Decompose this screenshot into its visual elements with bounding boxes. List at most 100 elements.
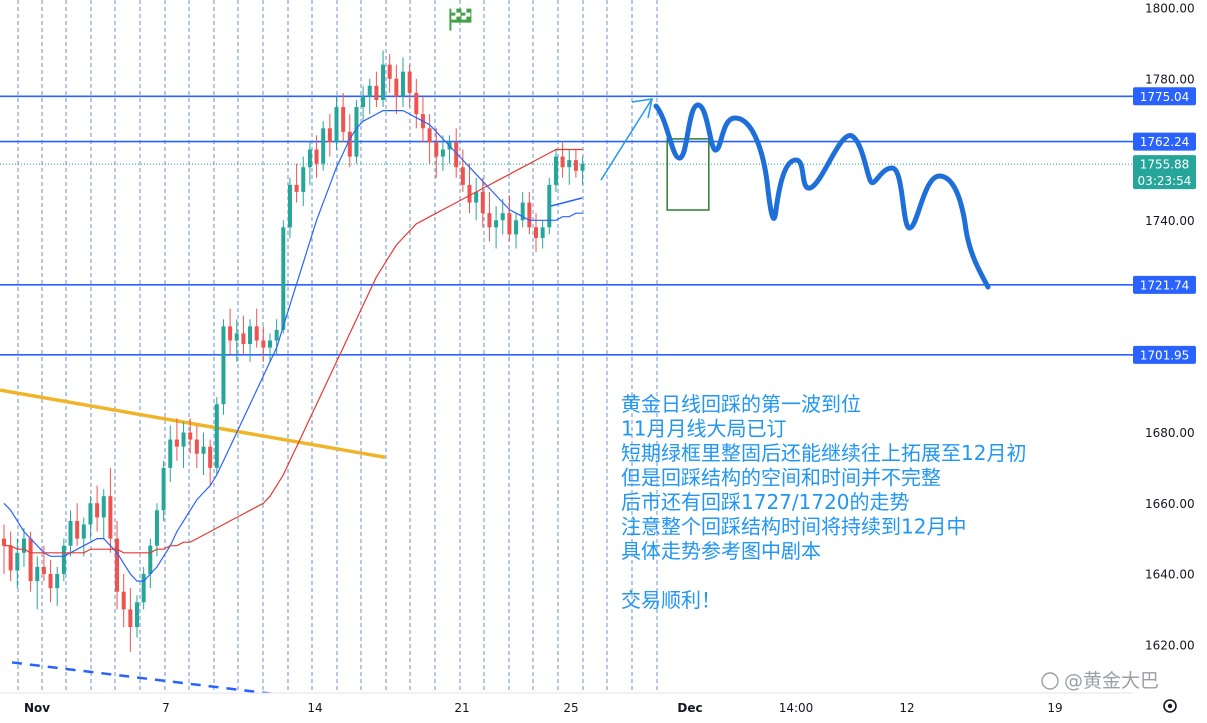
candle[interactable]: [221, 319, 226, 415]
candle[interactable]: [573, 149, 578, 178]
candle[interactable]: [347, 114, 352, 168]
candle[interactable]: [61, 538, 66, 582]
candle[interactable]: [387, 53, 392, 93]
candle[interactable]: [547, 177, 552, 235]
candle[interactable]: [21, 528, 26, 567]
candle[interactable]: [261, 326, 266, 362]
candle[interactable]: [527, 191, 532, 235]
candle[interactable]: [228, 308, 233, 355]
time-ticks: Nov 7 14 21 25 Dec 14:00 12 19: [24, 701, 1063, 715]
price-axis[interactable]: 1800.00 1780.00 1740.00 1680.00 1660.00 1640.…: [1133, 0, 1207, 723]
time-tick-label: 14:00: [779, 701, 814, 715]
projection-arrow[interactable]: [600, 98, 653, 181]
candle[interactable]: [334, 96, 339, 150]
candle[interactable]: [567, 149, 572, 185]
candle[interactable]: [15, 538, 20, 589]
candle[interactable]: [374, 71, 379, 108]
candle[interactable]: [354, 99, 359, 164]
settings-icon[interactable]: [1163, 699, 1177, 713]
candle[interactable]: [174, 418, 179, 461]
candle[interactable]: [381, 50, 386, 108]
candle[interactable]: [188, 418, 193, 454]
candle[interactable]: [55, 566, 60, 606]
candle[interactable]: [294, 163, 299, 203]
candle[interactable]: [81, 517, 86, 557]
candle[interactable]: [35, 556, 40, 610]
candle[interactable]: [341, 92, 346, 143]
candle[interactable]: [553, 149, 558, 192]
candle[interactable]: [507, 195, 512, 242]
candle[interactable]: [474, 177, 479, 221]
candle[interactable]: [301, 156, 306, 207]
time-axis[interactable]: Nov 7 14 21 25 Dec 14:00 12 19: [0, 692, 1133, 723]
candle[interactable]: [307, 142, 312, 185]
candle[interactable]: [500, 199, 505, 235]
candle[interactable]: [414, 78, 419, 129]
level-tag: [1133, 87, 1196, 106]
candle[interactable]: [141, 566, 146, 610]
candle[interactable]: [514, 213, 519, 249]
candle[interactable]: [540, 220, 545, 249]
candle[interactable]: [427, 114, 432, 164]
candle[interactable]: [135, 595, 139, 638]
candle[interactable]: [121, 574, 126, 628]
candle[interactable]: [208, 439, 213, 486]
candle[interactable]: [487, 191, 492, 242]
candle[interactable]: [361, 85, 366, 122]
level-tag-label: 1721.74: [1140, 278, 1190, 292]
candle[interactable]: [234, 319, 239, 362]
candle[interactable]: [367, 78, 372, 115]
candle[interactable]: [148, 538, 153, 589]
candle[interactable]: [580, 156, 585, 185]
candle[interactable]: [214, 397, 219, 475]
candle[interactable]: [321, 121, 326, 171]
analysis-note-line: 具体走势参考图中剧本: [621, 539, 821, 563]
candle[interactable]: [95, 485, 100, 532]
candle[interactable]: [168, 425, 173, 483]
candle[interactable]: [327, 114, 332, 157]
candle[interactable]: [201, 432, 206, 475]
candle[interactable]: [128, 588, 133, 652]
candle[interactable]: [254, 308, 259, 348]
countdown-label: 03:23:54: [1138, 174, 1192, 188]
candle[interactable]: [394, 64, 399, 115]
candle[interactable]: [248, 319, 253, 362]
candle[interactable]: [154, 503, 159, 557]
candle[interactable]: [161, 460, 166, 521]
candle[interactable]: [28, 531, 33, 592]
candle[interactable]: [41, 545, 46, 582]
candle[interactable]: [181, 421, 186, 468]
candle[interactable]: [115, 520, 120, 610]
candle[interactable]: [287, 177, 292, 238]
candle[interactable]: [434, 128, 439, 178]
candle[interactable]: [281, 220, 286, 334]
candle[interactable]: [194, 425, 199, 468]
candle[interactable]: [108, 467, 113, 553]
resistance-trendline[interactable]: [0, 388, 386, 459]
candle[interactable]: [68, 510, 73, 557]
candle[interactable]: [467, 163, 472, 214]
candle[interactable]: [460, 149, 465, 192]
fast-moving-average-line[interactable]: [3, 110, 583, 582]
candle[interactable]: [88, 496, 93, 539]
candle[interactable]: [101, 489, 106, 539]
candle[interactable]: [534, 213, 538, 253]
candle[interactable]: [407, 64, 412, 108]
candle[interactable]: [8, 531, 13, 582]
candle[interactable]: [520, 191, 525, 228]
projected-price-path[interactable]: [653, 102, 991, 290]
candle[interactable]: [494, 206, 499, 249]
slow-moving-average-line[interactable]: [4, 148, 583, 554]
candle[interactable]: [241, 315, 246, 355]
candle[interactable]: [440, 135, 445, 171]
analysis-note-line: 注意整个回踩结构时间将持续到12月中: [621, 515, 966, 539]
candle[interactable]: [48, 559, 53, 603]
candle[interactable]: [2, 524, 6, 574]
candle[interactable]: [480, 177, 485, 228]
candle[interactable]: [75, 503, 80, 546]
candle[interactable]: [268, 333, 272, 362]
candle[interactable]: [314, 135, 319, 178]
candle[interactable]: [560, 142, 565, 178]
candle[interactable]: [401, 57, 405, 108]
